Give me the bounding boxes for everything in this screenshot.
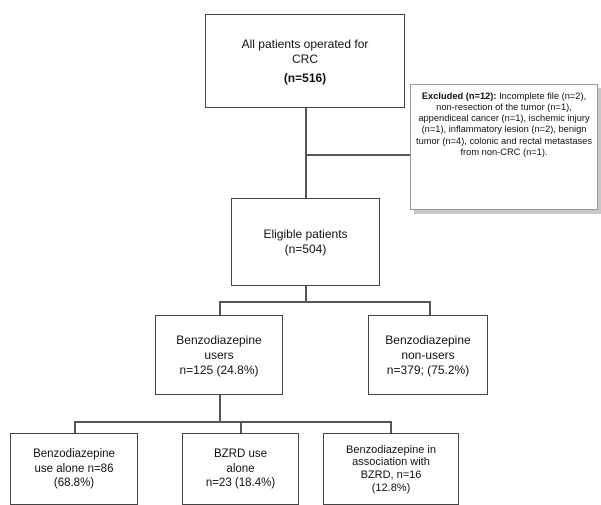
bzrd-line1: BZRD use (214, 447, 267, 461)
users-line2: users (204, 348, 233, 363)
eligible-count: (n=504) (285, 242, 327, 257)
all-patients-box: All patients operated for CRC (n=516) (205, 14, 405, 108)
eligible-patients-box: Eligible patients (n=504) (231, 198, 380, 286)
association-line3: BZRD, n=16 (361, 469, 422, 482)
association-line2: association with (352, 456, 430, 469)
connector-users-down (219, 394, 221, 422)
connector-top-to-eligible (305, 107, 307, 198)
users-line1: Benzodiazepine (176, 333, 261, 348)
connector-to-excluded (305, 154, 410, 156)
connector-to-non-users (429, 301, 431, 315)
bzrd-line3: n=23 (18.4%) (206, 476, 275, 490)
association-line4: (12.8%) (372, 482, 411, 495)
all-patients-count: (n=516) (284, 71, 326, 86)
eligible-line1: Eligible patients (263, 227, 347, 242)
benzodiazepine-association-box: Benzodiazepine in association with BZRD,… (323, 433, 459, 505)
connector-bottom-horizontal (74, 421, 391, 423)
connector-eligible-down (305, 285, 307, 302)
alone-line3: (68.8%) (54, 476, 94, 490)
connector-to-users (219, 301, 221, 315)
bzrd-alone-box: BZRD use alone n=23 (18.4%) (182, 433, 299, 505)
non-users-line1: Benzodiazepine (385, 333, 470, 348)
benzodiazepine-alone-box: Benzodiazepine use alone n=86 (68.8%) (10, 433, 138, 505)
all-patients-line1: All patients operated for (242, 37, 369, 52)
connector-split-horizontal (219, 301, 430, 303)
non-users-line2: non-users (401, 348, 454, 363)
all-patients-line2: CRC (292, 52, 318, 67)
non-users-count: n=379; (75.2%) (387, 363, 469, 378)
connector-to-association (390, 421, 392, 433)
alone-line1: Benzodiazepine (33, 447, 115, 461)
benzodiazepine-non-users-box: Benzodiazepine non-users n=379; (75.2%) (368, 315, 488, 395)
bzrd-line2: alone (226, 462, 254, 476)
users-count: n=125 (24.8%) (179, 363, 258, 378)
benzodiazepine-users-box: Benzodiazepine users n=125 (24.8%) (155, 315, 283, 395)
connector-to-bzrd (240, 421, 242, 433)
association-line1: Benzodiazepine in (346, 444, 436, 457)
excluded-lead: Excluded (n=12): (422, 91, 497, 101)
excluded-box: Excluded (n=12): Incomplete file (n=2), … (410, 84, 598, 210)
connector-to-alone (74, 421, 76, 433)
alone-line2: use alone n=86 (35, 462, 114, 476)
